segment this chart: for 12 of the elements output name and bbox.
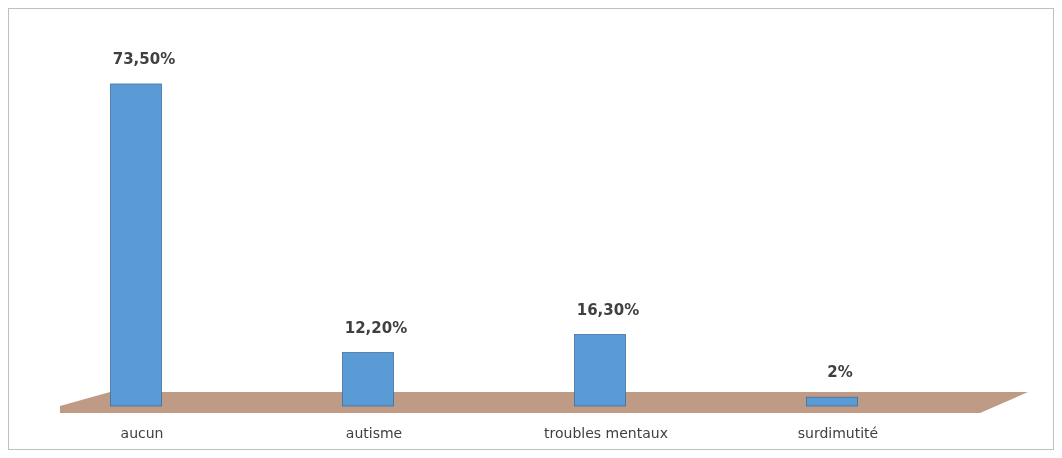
x-tick-label: troubles mentaux [544,425,668,441]
bar [110,83,162,407]
data-label: 16,30% [576,300,640,319]
bar [574,334,626,407]
x-tick-label: aucun [120,425,164,441]
data-label: 73,50% [112,50,176,68]
x-tick-label: autisme [345,425,403,441]
x-tick-label: surdimutité [797,425,879,441]
bar [342,352,394,407]
bar [806,396,858,407]
data-label: 2% [827,363,853,382]
data-label: 12,20% [344,318,408,337]
